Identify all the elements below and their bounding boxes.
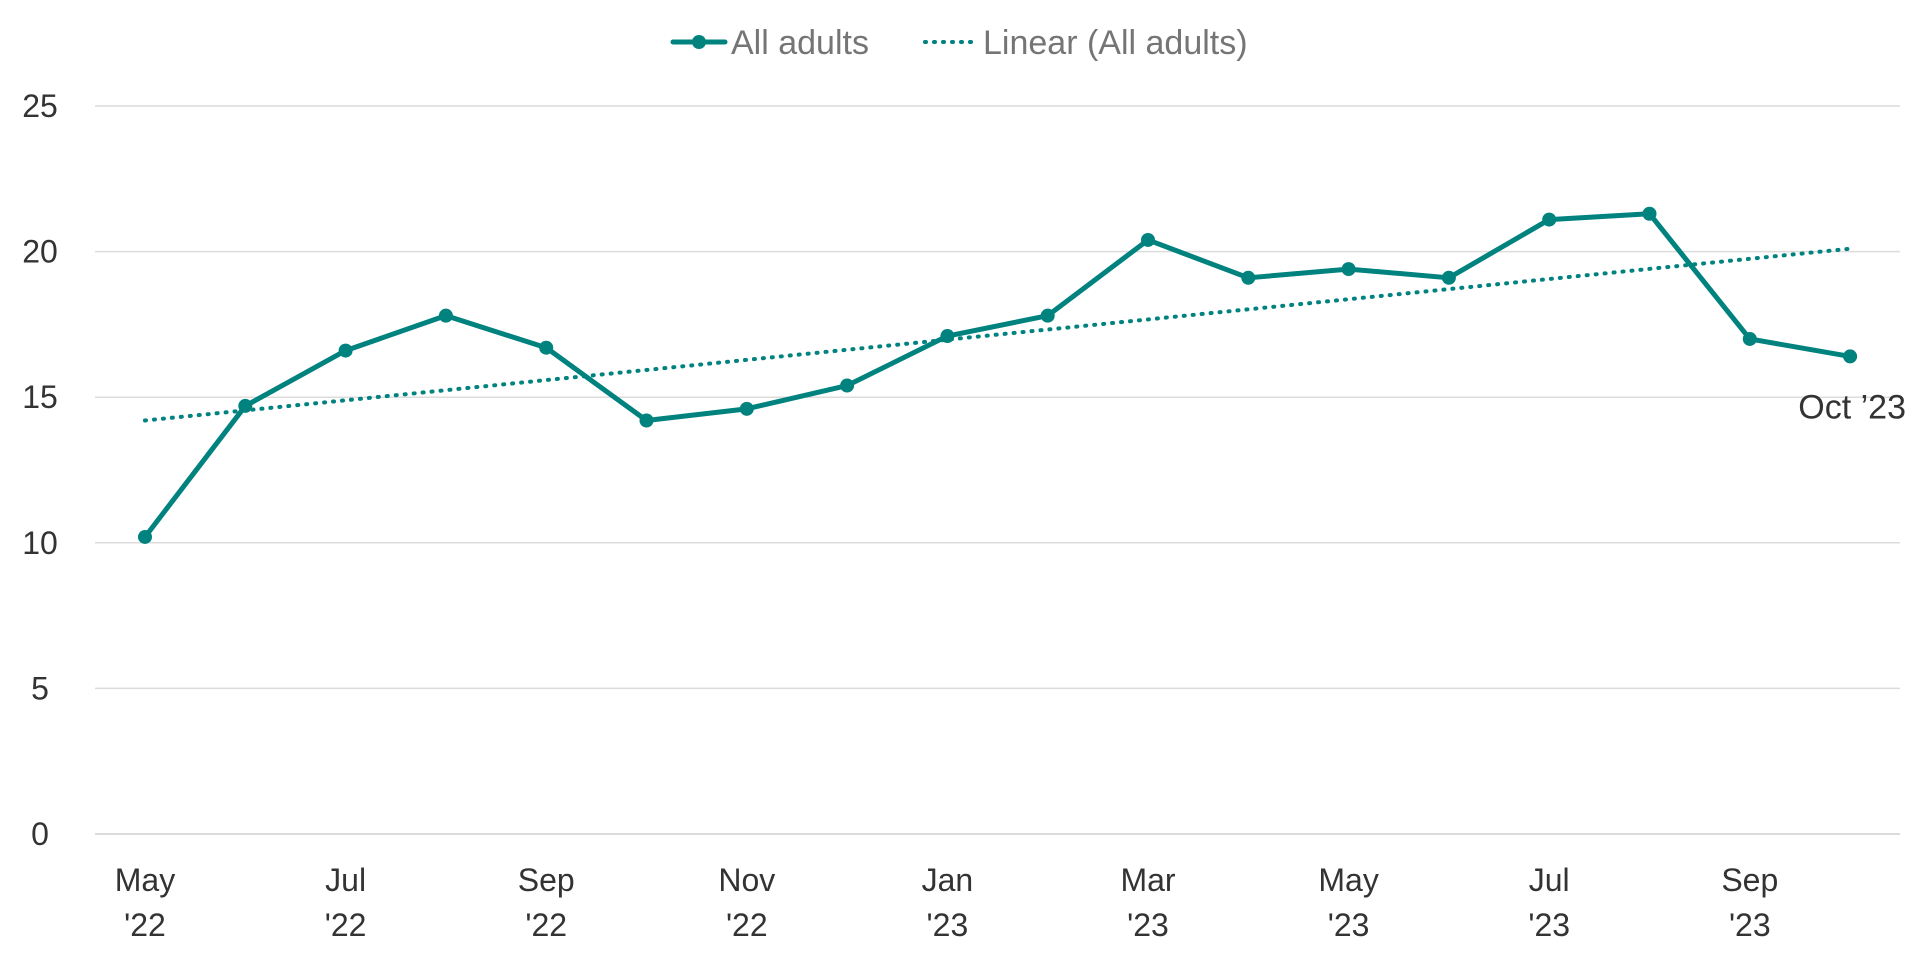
y-tick-label-5: 5: [31, 670, 49, 706]
data-point-12[interactable]: [1341, 262, 1356, 277]
x-tick-label-5: Mar '23: [1120, 862, 1175, 943]
data-point-2[interactable]: [338, 343, 353, 358]
x-tick-label-1: Jul '22: [325, 862, 367, 943]
y-tick-label-20: 20: [22, 234, 58, 270]
data-point-6[interactable]: [739, 401, 754, 416]
legend-item-linear-trend[interactable]: Linear (All adults): [923, 24, 1248, 62]
data-point-17[interactable]: [1843, 349, 1858, 364]
x-tick-label-7: Jul '23: [1528, 862, 1570, 943]
data-point-7[interactable]: [840, 378, 855, 393]
y-tick-label-15: 15: [22, 379, 58, 415]
data-point-0[interactable]: [138, 529, 152, 544]
data-point-13[interactable]: [1441, 270, 1456, 285]
data-point-14[interactable]: [1542, 212, 1557, 227]
x-tick-label-0: May '22: [115, 862, 175, 943]
x-tick-label-6: May '23: [1318, 862, 1378, 943]
x-tick-label-2: Sep '22: [518, 862, 575, 943]
x-tick-label-8: Sep '23: [1721, 862, 1778, 943]
y-tick-label-25: 25: [22, 88, 58, 124]
data-point-8[interactable]: [940, 329, 955, 344]
x-tick-label-4: Jan '23: [922, 862, 974, 943]
data-point-3[interactable]: [438, 308, 453, 323]
data-point-11[interactable]: [1241, 270, 1256, 285]
gridlines: [95, 105, 1900, 835]
x-axis: May '22 Jul '22 Sep '22 Nov '22 Jan '23 Mar '23 May '…: [115, 862, 1778, 943]
data-point-5[interactable]: [639, 413, 654, 428]
series-trendline: [143, 246, 1853, 423]
data-point-4[interactable]: [539, 340, 554, 355]
data-point-16[interactable]: [1742, 331, 1757, 346]
data-point-15[interactable]: [1642, 206, 1657, 221]
legend-marker-all-adults: [692, 35, 706, 49]
annotation-label-0: Oct ’23: [1798, 388, 1906, 426]
x-tick-label-3: Nov '22: [718, 862, 775, 943]
legend: All adults Linear (All adults): [670, 24, 1248, 62]
y-tick-label-10: 10: [22, 525, 58, 561]
y-axis: 0 5 10 15 20 25: [22, 88, 58, 852]
data-point-10[interactable]: [1141, 232, 1155, 247]
legend-label-all-adults: All adults: [731, 24, 869, 62]
series-line-all-adults: [142, 211, 1853, 540]
legend-label-linear-trend: Linear (All adults): [983, 24, 1248, 62]
data-point-1[interactable]: [238, 398, 253, 413]
data-point-9[interactable]: [1040, 308, 1055, 323]
legend-item-all-adults[interactable]: All adults: [670, 24, 869, 62]
plot-area: Oct ’23: [138, 206, 1906, 544]
y-tick-label-0: 0: [31, 816, 49, 852]
